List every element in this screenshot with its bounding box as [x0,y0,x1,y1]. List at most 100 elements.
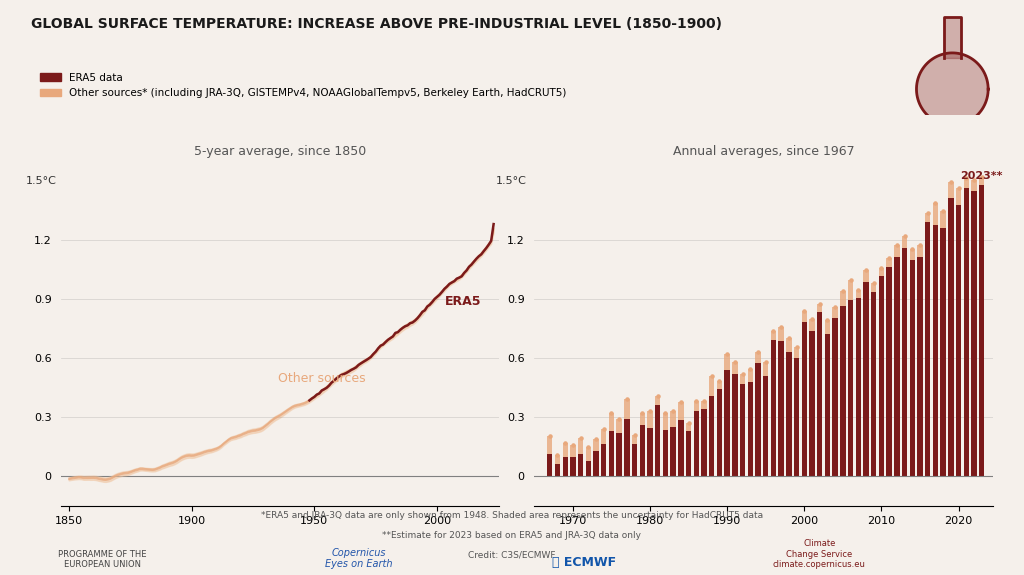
Bar [786,338,792,351]
Bar [940,212,946,228]
Point [935,207,951,216]
Bar [732,362,737,374]
Bar [732,374,737,477]
Point [596,425,612,434]
Point [680,419,696,428]
Bar [902,236,907,248]
Bar [562,457,568,477]
Bar [840,292,846,306]
Bar [578,454,584,477]
Bar [678,420,684,477]
Bar [578,439,584,454]
Point [734,369,751,378]
Point [865,278,882,288]
Bar [848,280,853,300]
Bar [794,347,800,358]
Bar [894,246,899,257]
Text: 1.5°C: 1.5°C [26,176,56,186]
Bar [771,340,776,477]
Point [920,208,936,217]
Bar [740,384,745,477]
Bar [625,398,630,419]
Text: Climate
Change Service
climate.copernicus.eu: Climate Change Service climate.copernicu… [773,539,865,569]
Point [634,408,650,417]
Point [703,371,720,380]
Point [812,299,828,308]
Point [618,394,635,403]
Bar [686,431,691,477]
Text: *ERA5 and JRA-3Q data are only shown from 1948. Shaded area represents the uncer: *ERA5 and JRA-3Q data are only shown fro… [261,511,763,519]
Bar [593,439,599,451]
Bar [756,352,761,363]
Bar [655,396,660,405]
Point [758,357,774,366]
Point [696,397,713,406]
Point [750,348,766,357]
Point [665,406,681,415]
Bar [663,413,669,430]
Bar [833,319,838,477]
Bar [709,396,715,477]
Bar [570,446,575,457]
Point [943,178,959,187]
Bar [972,191,977,477]
Bar [902,248,907,477]
Bar [856,298,861,477]
Bar [717,381,722,389]
Bar [671,411,676,427]
Point [649,392,666,401]
Bar [933,224,938,477]
Bar [547,454,553,477]
Bar [778,341,783,477]
Point [928,198,944,208]
Bar [601,443,606,477]
Bar [640,425,645,477]
Point [958,174,975,183]
Point [611,414,628,423]
Bar [693,401,699,411]
Point [564,441,581,450]
Point [572,434,589,443]
Point [780,334,797,343]
Bar [894,257,899,477]
Bar [678,402,684,420]
Bar [632,444,637,477]
Bar [817,304,822,312]
Point [850,286,866,295]
Bar [972,180,977,191]
Bar [955,205,962,477]
Bar [879,277,884,477]
Bar [701,409,707,477]
Text: Credit: C3S/ECMWF: Credit: C3S/ECMWF [468,551,556,559]
Point [796,307,812,316]
Point [889,241,905,250]
Bar [794,358,800,477]
Text: 2023**: 2023** [961,171,1002,181]
Bar [616,434,622,477]
Bar [871,283,877,292]
Bar [647,428,652,477]
Bar [663,430,669,477]
Point [549,450,565,459]
Point [688,397,705,406]
Bar [887,267,892,477]
Bar [709,375,715,396]
Bar [632,435,637,444]
Bar [933,203,938,224]
Bar [848,300,853,477]
Bar [840,306,846,477]
Bar [562,443,568,457]
Bar [964,178,969,187]
Bar [547,436,553,454]
Point [835,287,851,296]
Bar [778,327,783,341]
Text: **Estimate for 2023 based on ERA5 and JRA-3Q data only: **Estimate for 2023 based on ERA5 and JR… [383,531,641,539]
Bar [856,290,861,298]
Text: ERA5: ERA5 [444,295,481,308]
Point [657,408,674,417]
Bar [655,405,660,477]
Bar [948,182,953,198]
Text: Other sources: Other sources [278,372,366,385]
Bar [701,401,707,409]
Bar [756,363,761,477]
